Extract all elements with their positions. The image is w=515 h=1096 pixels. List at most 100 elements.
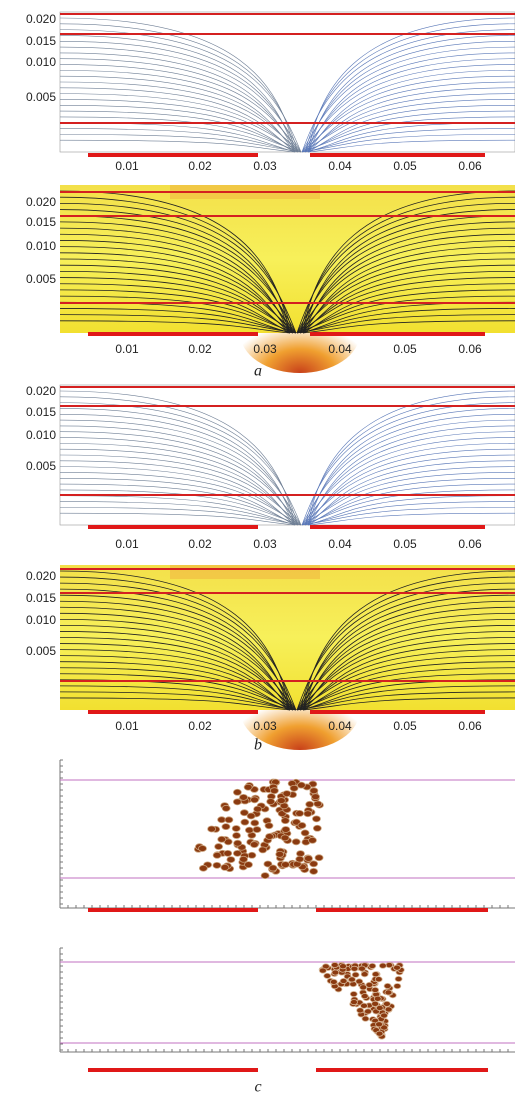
- particle: [296, 856, 304, 862]
- x-tick-label: 0.01: [115, 159, 139, 173]
- particle: [394, 965, 401, 970]
- particle: [240, 856, 248, 862]
- x-tick-label: 0.03: [253, 719, 277, 733]
- particle: [372, 972, 379, 977]
- particle: [233, 833, 241, 839]
- particle: [383, 1001, 390, 1006]
- x-tick-label: 0.05: [393, 719, 417, 733]
- x-tick-label: 0.02: [188, 719, 212, 733]
- particle: [251, 820, 259, 826]
- particle: [310, 868, 318, 874]
- particle: [276, 851, 284, 857]
- particle: [277, 798, 285, 804]
- particle: [301, 830, 309, 836]
- x-tick-label: 0.01: [115, 719, 139, 733]
- y-tick-label: 0.010: [26, 55, 56, 69]
- particle: [312, 816, 320, 822]
- particle: [281, 862, 289, 868]
- particle: [270, 788, 278, 794]
- particle: [394, 983, 401, 988]
- particle: [225, 817, 233, 823]
- particle: [361, 972, 368, 977]
- particle: [385, 1007, 392, 1012]
- particle: [296, 851, 304, 857]
- particle: [296, 810, 304, 816]
- particle: [312, 794, 320, 800]
- particle: [350, 1000, 357, 1005]
- particle: [254, 806, 262, 812]
- particle: [304, 811, 312, 817]
- particle: [315, 855, 323, 861]
- particle: [283, 791, 291, 797]
- particle: [244, 784, 252, 790]
- particle: [298, 822, 306, 828]
- particle: [361, 1003, 368, 1008]
- particle: [290, 785, 298, 791]
- particle: [233, 850, 241, 856]
- particle: [379, 963, 386, 968]
- particle: [222, 805, 230, 811]
- x-tick-label: 0.06: [458, 719, 482, 733]
- particle: [297, 782, 305, 788]
- particle: [306, 801, 314, 807]
- x-tick-label: 0.05: [393, 159, 417, 173]
- particle: [208, 826, 216, 832]
- particle: [292, 839, 300, 845]
- particle: [376, 1031, 383, 1036]
- particle: [340, 978, 347, 983]
- particle: [319, 968, 326, 973]
- particle: [361, 994, 368, 999]
- x-tick-label: 0.02: [188, 342, 212, 356]
- particle: [218, 836, 226, 842]
- y-tick-label: 0.005: [26, 90, 56, 104]
- x-tick-label: 0.02: [188, 537, 212, 551]
- y-tick-label: 0.015: [26, 405, 56, 419]
- particle: [266, 833, 274, 839]
- particle: [332, 970, 339, 975]
- particle: [281, 818, 289, 824]
- particle: [265, 823, 273, 829]
- particle: [348, 977, 355, 982]
- particle: [281, 835, 289, 841]
- x-tick-label: 0.06: [458, 342, 482, 356]
- particle: [234, 840, 242, 846]
- y-tick-label: 0.020: [26, 12, 56, 26]
- particle: [245, 827, 253, 833]
- y-tick-label: 0.005: [26, 459, 56, 473]
- particle: [261, 873, 269, 879]
- particle: [244, 862, 252, 868]
- y-tick-label: 0.005: [26, 272, 56, 286]
- x-tick-label: 0.04: [328, 342, 352, 356]
- particle: [218, 817, 226, 823]
- x-tick-label: 0.06: [458, 159, 482, 173]
- y-tick-label: 0.020: [26, 195, 56, 209]
- x-tick-label: 0.02: [188, 159, 212, 173]
- particle: [372, 987, 379, 992]
- particle: [251, 797, 259, 803]
- x-tick-label: 0.04: [328, 159, 352, 173]
- particle: [253, 827, 261, 833]
- x-tick-label: 0.01: [115, 537, 139, 551]
- particle: [395, 976, 402, 981]
- particle: [375, 977, 382, 982]
- particle: [360, 985, 367, 990]
- y-tick-label: 0.015: [26, 34, 56, 48]
- x-tick-label: 0.06: [458, 537, 482, 551]
- particle: [224, 850, 232, 856]
- particle: [282, 826, 290, 832]
- particle: [384, 983, 391, 988]
- y-tick-label: 0.020: [26, 569, 56, 583]
- particle: [330, 979, 337, 984]
- particle: [267, 799, 275, 805]
- y-tick-label: 0.010: [26, 428, 56, 442]
- particle: [269, 865, 277, 871]
- particle: [250, 842, 258, 848]
- particle: [331, 962, 338, 967]
- y-tick-label: 0.010: [26, 613, 56, 627]
- panel-label: a: [254, 363, 262, 380]
- particle: [248, 852, 256, 858]
- x-tick-label: 0.04: [328, 719, 352, 733]
- y-tick-label: 0.015: [26, 215, 56, 229]
- y-tick-label: 0.015: [26, 591, 56, 605]
- particle: [198, 845, 206, 851]
